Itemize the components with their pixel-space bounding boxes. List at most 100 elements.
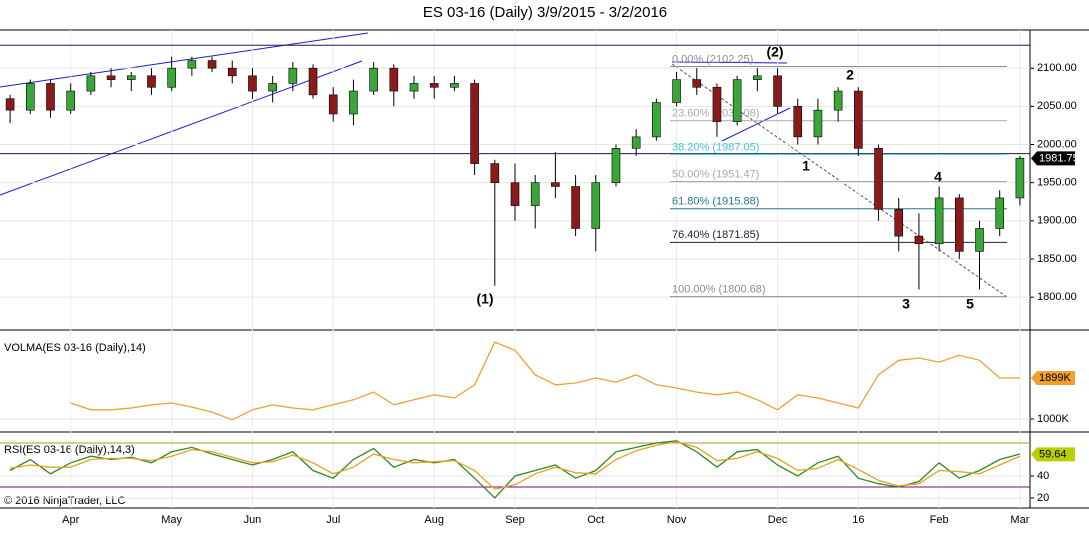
candle-body [369, 67, 378, 92]
trend-line [0, 60, 363, 196]
x-tick-label: Dec [768, 514, 788, 526]
x-tick-label: Sep [505, 514, 525, 526]
last-value-box [1031, 371, 1075, 386]
candle-body [793, 106, 803, 138]
annotation: 2 [846, 67, 854, 83]
candle-body [227, 67, 237, 77]
candle-body [349, 90, 358, 115]
annotation: (2) [766, 44, 783, 60]
candle-body [5, 98, 15, 111]
series-line [9, 440, 1021, 499]
chart-title: ES 03-16 (Daily) 3/9/2015 - 3/2/2016 [423, 4, 667, 21]
candle-body [429, 83, 439, 88]
y-tick-label: 2050.00 [1037, 100, 1077, 112]
candle-body [773, 75, 782, 107]
last-value-box [1031, 151, 1075, 166]
annotation: 3 [902, 296, 910, 312]
candle-body [187, 60, 197, 69]
trend-line [671, 61, 788, 64]
candle-body [955, 197, 964, 252]
candle-body [692, 79, 702, 88]
fib-label: 50.00% (1951.47) [672, 168, 759, 180]
candle-body [248, 75, 257, 92]
candle-body [147, 75, 156, 88]
y-tick-label: 1800.00 [1037, 291, 1077, 303]
candle-body [833, 90, 843, 111]
candle-body [25, 83, 35, 111]
panel-label: VOLMA(ES 03-16 (Daily),14) [4, 342, 146, 354]
fib-label: 61.80% (1915.88) [672, 196, 759, 208]
fib-label: 100.00% (1800.68) [672, 284, 766, 296]
fib-label: 0.00% (2102.25) [672, 53, 753, 65]
candle-body [106, 75, 116, 80]
candle-body [66, 90, 75, 111]
candle-body [308, 67, 318, 96]
x-tick-label: Jun [244, 514, 262, 526]
candle-body [1015, 157, 1025, 199]
y-tick-label: 1850.00 [1037, 253, 1077, 265]
candle-body [530, 182, 540, 206]
candle-body [712, 86, 722, 122]
candle-body [510, 182, 520, 206]
footer: © 2016 NinjaTrader, LLC [4, 495, 125, 507]
candle-body [328, 94, 338, 115]
candle-body [672, 79, 681, 103]
trend-line [0, 32, 369, 88]
panel-label: RSI(ES 03-16 (Daily),14,3) [4, 444, 135, 456]
last-value-label: 1981.75 [1039, 152, 1079, 164]
candle-body [995, 197, 1005, 229]
candle-body [813, 109, 823, 138]
candle-body [611, 148, 621, 183]
y-tick-label: 1950.00 [1037, 177, 1077, 189]
x-tick-label: Apr [62, 514, 79, 526]
candle-body [914, 235, 924, 245]
series-line [9, 441, 1021, 490]
fib-label: 38.20% (1987.05) [672, 141, 759, 153]
candle-body [934, 197, 944, 245]
annotation: 5 [966, 296, 974, 312]
y-tick-label: 40 [1037, 470, 1049, 482]
candle-body [975, 228, 984, 252]
candle-body [46, 83, 55, 111]
candle-body [631, 136, 641, 149]
last-value-label: 59.64 [1039, 448, 1067, 460]
y-tick-label: 1000K [1037, 413, 1069, 425]
candle-body [167, 67, 176, 88]
annotation: 1 [802, 158, 810, 174]
candle-body [470, 83, 479, 164]
candle-body [854, 90, 863, 149]
x-tick-label: 16 [852, 514, 864, 526]
y-tick-label: 2100.00 [1037, 62, 1077, 74]
candle-body [591, 182, 601, 229]
x-tick-label: Feb [930, 514, 949, 526]
candle-body [86, 75, 96, 92]
candle-body [874, 148, 883, 210]
y-tick-label: 20 [1037, 492, 1049, 504]
last-value-box [1031, 447, 1075, 462]
candle-body [732, 79, 742, 122]
candle-body [753, 75, 762, 80]
fib-label: 76.40% (1871.85) [672, 229, 759, 241]
x-tick-label: Nov [667, 514, 687, 526]
x-tick-label: Mar [1010, 514, 1029, 526]
candle-body [409, 83, 419, 92]
candle-body [571, 186, 580, 229]
x-tick-label: Oct [587, 514, 604, 526]
candle-body [652, 102, 661, 138]
x-tick-label: Jul [326, 514, 340, 526]
annotation: (1) [476, 291, 493, 307]
candle-body [551, 182, 560, 187]
fib-diagonal [671, 63, 1008, 298]
candle-body [894, 209, 904, 237]
candle-body [126, 75, 136, 80]
series-line [70, 341, 1020, 421]
candle-body [389, 67, 399, 92]
candle-body [490, 163, 500, 183]
trend-line [721, 107, 791, 142]
candle-body [288, 67, 298, 84]
y-tick-label: 2000.00 [1037, 138, 1077, 150]
candle-body [450, 83, 459, 88]
last-value-label: 1899K [1039, 372, 1071, 384]
x-tick-label: May [161, 514, 182, 526]
